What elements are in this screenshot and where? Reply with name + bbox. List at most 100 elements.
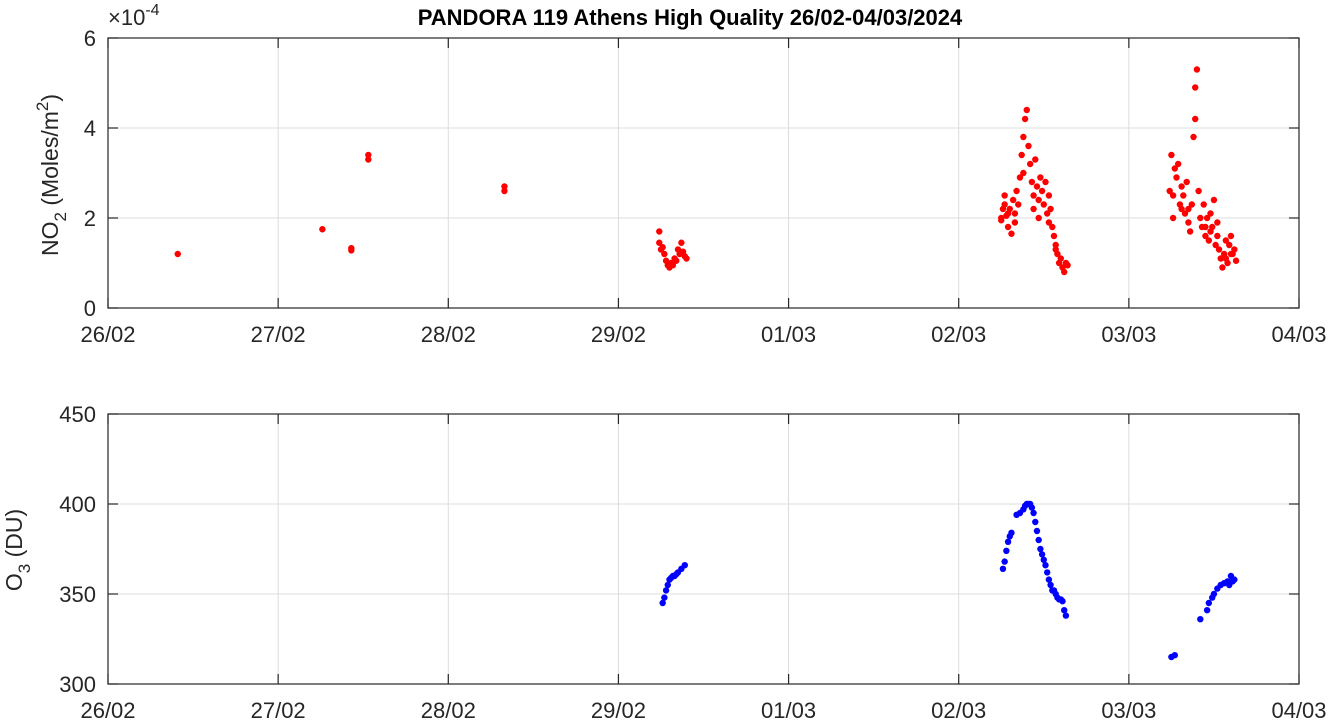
data-point	[661, 250, 668, 258]
no2-y-multiplier: ×10-4	[108, 2, 160, 30]
data-point	[1030, 205, 1037, 213]
data-point	[1188, 201, 1196, 208]
data-point	[1021, 115, 1029, 123]
x-tick-label: 01/03	[761, 698, 816, 723]
data-point	[669, 262, 677, 269]
data-point	[1033, 527, 1041, 535]
o3-axes-box	[107, 413, 1300, 685]
data-point	[1035, 196, 1042, 204]
data-point	[1008, 230, 1015, 237]
data-point	[1040, 556, 1047, 563]
o3-y-axis-label: O3 (DU)	[1, 509, 34, 591]
data-point	[1169, 192, 1177, 199]
data-point	[659, 244, 666, 251]
data-point	[1008, 529, 1015, 536]
data-point	[1028, 504, 1036, 511]
data-point	[1212, 241, 1219, 249]
data-point	[1200, 201, 1207, 208]
chart-title: PANDORA 119 Athens High Quality 26/02-04…	[418, 5, 963, 30]
data-point	[1047, 581, 1054, 589]
data-point	[1049, 223, 1056, 231]
data-point	[1064, 262, 1071, 269]
data-point	[1202, 232, 1209, 240]
data-point	[1171, 652, 1178, 659]
data-point	[1004, 223, 1012, 231]
data-point	[1202, 223, 1209, 231]
data-point	[501, 187, 508, 195]
data-point	[1004, 210, 1012, 217]
x-tick-label: 26/02	[80, 698, 135, 723]
data-point	[1059, 598, 1066, 605]
data-point	[1052, 246, 1059, 253]
data-point	[1205, 599, 1213, 607]
data-point	[1210, 590, 1218, 598]
data-point	[1195, 187, 1202, 195]
x-tick-label: 29/02	[591, 698, 646, 723]
data-point	[678, 239, 685, 246]
x-tick-label: 28/02	[421, 322, 476, 347]
data-point	[1178, 183, 1185, 190]
data-point	[1047, 205, 1054, 213]
x-tick-label: 02/03	[931, 698, 986, 723]
data-point	[1181, 210, 1189, 217]
data-point	[1203, 607, 1211, 614]
data-point	[1222, 255, 1230, 262]
no2-y-tick-labels: 0 2 4 6	[84, 26, 96, 321]
data-point	[1062, 612, 1070, 619]
x-tick-label: 27/02	[251, 698, 306, 723]
data-point	[1178, 205, 1185, 213]
y-tick-label: 4	[84, 116, 96, 141]
x-tick-label: 04/03	[1271, 698, 1326, 723]
y-tick-label: 0	[84, 296, 96, 321]
no2-y-axis-label: NO2 (Moles/m2)	[33, 94, 70, 256]
data-point	[662, 587, 670, 594]
data-point	[1020, 169, 1027, 177]
data-point	[1231, 246, 1238, 253]
data-point	[1232, 257, 1240, 264]
y-tick-label: 450	[59, 402, 96, 427]
no2-gridlines	[107, 37, 1300, 309]
data-point	[1185, 205, 1192, 213]
data-point	[1045, 576, 1053, 583]
data-point	[1001, 201, 1008, 208]
data-point	[659, 599, 666, 607]
o3-data-points	[659, 500, 1238, 661]
data-point	[999, 565, 1007, 572]
x-tick-label: 29/02	[591, 322, 646, 347]
data-point	[1227, 232, 1235, 240]
data-point	[1166, 187, 1173, 195]
x-tick-label: 28/02	[421, 698, 476, 723]
data-point	[1227, 250, 1235, 258]
data-point	[1015, 201, 1022, 208]
y-tick-label: 350	[59, 582, 96, 607]
data-point	[1214, 219, 1221, 226]
data-point	[1032, 156, 1039, 163]
data-point	[1193, 66, 1201, 73]
x-tick-label: 04/03	[1271, 322, 1326, 347]
data-point	[1025, 142, 1032, 150]
data-point	[1185, 219, 1192, 226]
data-point	[174, 250, 181, 258]
y-tick-label: 300	[59, 672, 96, 697]
data-point	[1171, 165, 1178, 172]
data-point	[1009, 196, 1017, 204]
data-point	[1042, 178, 1049, 186]
data-point	[1001, 192, 1008, 199]
data-point	[673, 257, 680, 264]
o3-ticks	[107, 413, 1300, 685]
o3-axes: 26/02 27/02 28/02 29/02 01/03 02/03 03/03 04/03…	[1, 402, 1327, 723]
data-point	[1043, 210, 1051, 217]
data-point	[1043, 569, 1051, 576]
x-tick-label: 26/02	[80, 322, 135, 347]
data-point	[1023, 106, 1030, 114]
x-tick-label: 03/03	[1101, 322, 1156, 347]
data-point	[1038, 551, 1046, 558]
data-point	[1042, 562, 1049, 569]
data-point	[1192, 115, 1199, 123]
data-point	[1016, 174, 1024, 181]
data-point	[1003, 547, 1010, 554]
data-point	[1197, 616, 1204, 623]
data-point	[1231, 576, 1238, 583]
no2-data-points	[174, 66, 1240, 276]
o3-y-tick-labels: 300 350 400 450	[59, 402, 96, 697]
